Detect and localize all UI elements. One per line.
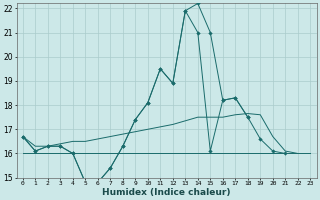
X-axis label: Humidex (Indice chaleur): Humidex (Indice chaleur) [102,188,231,197]
